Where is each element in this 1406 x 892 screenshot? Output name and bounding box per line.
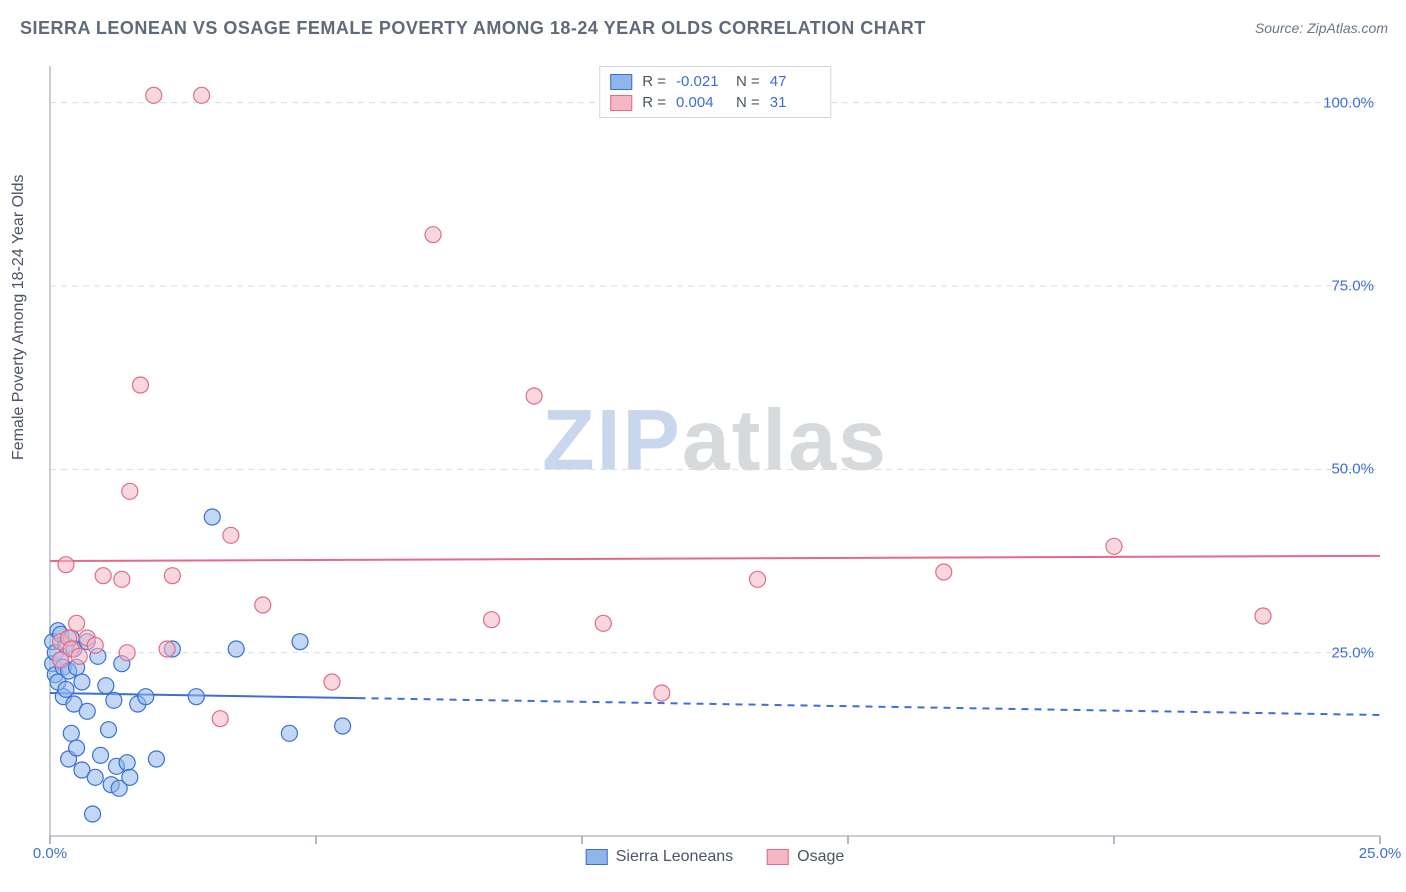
x-tick-label: 25.0% <box>1359 845 1402 862</box>
n-label: N = <box>736 73 760 90</box>
chart-title: SIERRA LEONEAN VS OSAGE FEMALE POVERTY A… <box>20 18 926 39</box>
y-tick-label: 50.0% <box>1331 461 1374 478</box>
legend-item: Sierra Leoneans <box>586 848 733 866</box>
y-tick-label: 100.0% <box>1323 94 1374 111</box>
legend-label: Osage <box>797 848 844 866</box>
x-tick-label: 0.0% <box>33 845 67 862</box>
y-axis-label: Female Poverty Among 18-24 Year Olds <box>10 175 28 461</box>
n-value: 47 <box>770 73 820 90</box>
legend-swatch <box>586 849 608 865</box>
n-value: 31 <box>770 94 820 111</box>
legend-label: Sierra Leoneans <box>616 848 733 866</box>
scatter-plot: ZIPatlas R = -0.021 N = 47 R = 0.004 N =… <box>50 66 1380 836</box>
plot-svg <box>50 66 1380 836</box>
legend-row: R = -0.021 N = 47 <box>610 71 820 92</box>
y-tick-label: 75.0% <box>1331 278 1374 295</box>
legend-swatch <box>767 849 789 865</box>
legend-swatch <box>610 74 632 90</box>
y-tick-label: 25.0% <box>1331 644 1374 661</box>
legend-swatch <box>610 95 632 111</box>
source-label: Source: ZipAtlas.com <box>1255 20 1388 36</box>
n-label: N = <box>736 94 760 111</box>
r-value: 0.004 <box>676 94 726 111</box>
correlation-legend: R = -0.021 N = 47 R = 0.004 N = 31 <box>599 66 831 118</box>
legend-row: R = 0.004 N = 31 <box>610 92 820 113</box>
r-label: R = <box>642 73 666 90</box>
legend-item: Osage <box>767 848 844 866</box>
r-label: R = <box>642 94 666 111</box>
series-legend: Sierra Leoneans Osage <box>586 848 845 866</box>
r-value: -0.021 <box>676 73 726 90</box>
